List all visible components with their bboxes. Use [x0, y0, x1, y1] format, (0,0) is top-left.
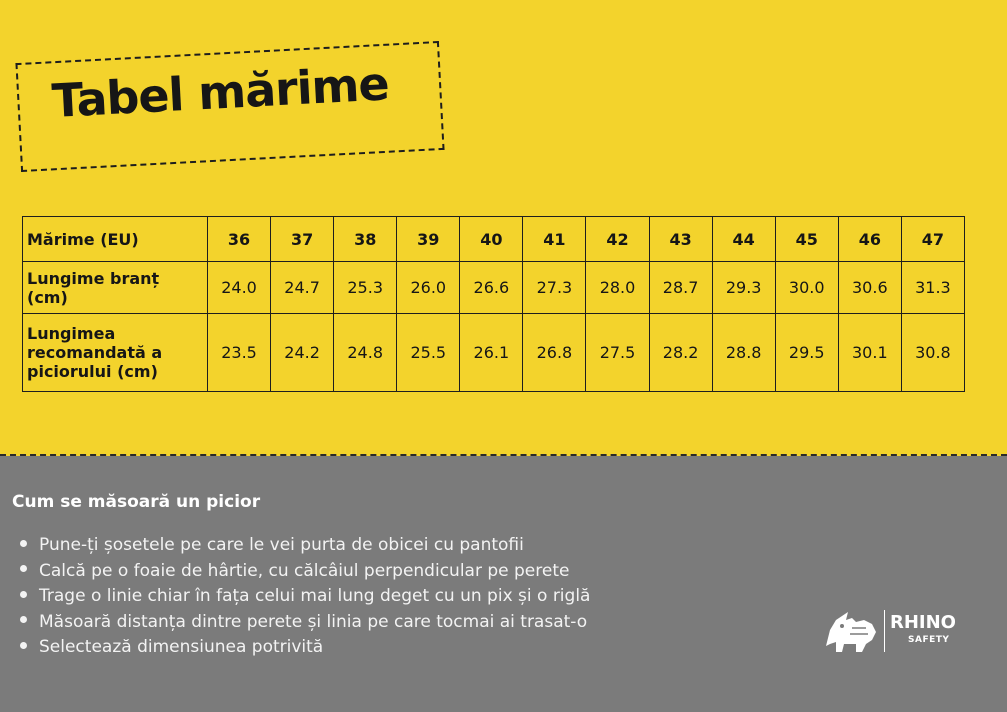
- insole-length-cell: 24.7: [270, 261, 335, 314]
- bullet-icon: [20, 590, 27, 598]
- logo-separator: [884, 610, 885, 652]
- size-cell: 43: [648, 216, 713, 262]
- foot-length-cell: 26.8: [522, 313, 587, 392]
- list-item: Calcă pe o foaie de hârtie, cu călcâiul …: [20, 559, 590, 585]
- foot-length-cell: 24.8: [333, 313, 398, 392]
- foot-length-cell: 25.5: [396, 313, 461, 392]
- size-header-label: Mărime (EU): [22, 216, 208, 262]
- how-to-steps: Pune-ți șosetele pe care le vei purta de…: [20, 533, 590, 661]
- size-cell: 39: [396, 216, 461, 262]
- size-cell: 46: [837, 216, 902, 262]
- rhino-icon: [826, 612, 876, 652]
- insole-length-label: Lungime branț (cm): [22, 261, 208, 314]
- bullet-icon: [20, 565, 27, 572]
- insole-length-cell: 25.3: [333, 261, 398, 314]
- size-cell: 40: [459, 216, 524, 262]
- size-cell: 37: [270, 216, 335, 262]
- dashed-divider: [0, 454, 1007, 456]
- insole-length-cell: 28.7: [648, 261, 713, 314]
- list-item: Trage o linie chiar în fața celui mai lu…: [20, 584, 590, 610]
- step-text: Pune-ți șosetele pe care le vei purta de…: [39, 535, 524, 555]
- size-cell: 38: [333, 216, 398, 262]
- list-item: Selectează dimensiunea potrivită: [20, 635, 590, 661]
- size-header-row: Mărime (EU) 36 37 38 39 40 41 42 43 44 4…: [22, 216, 966, 262]
- bullet-icon: [20, 539, 27, 547]
- size-cell: 45: [774, 216, 839, 262]
- list-item: Pune-ți șosetele pe care le vei purta de…: [20, 533, 590, 559]
- foot-length-cell: 26.1: [459, 313, 524, 392]
- foot-length-row: Lungimea recomandată a piciorului (cm) 2…: [22, 313, 966, 392]
- insole-length-cell: 29.3: [711, 261, 776, 314]
- foot-length-cell: 24.2: [270, 313, 335, 392]
- foot-length-cell: 27.5: [585, 313, 650, 392]
- size-cell: 41: [522, 216, 587, 262]
- foot-length-cell: 28.8: [711, 313, 776, 392]
- foot-length-label: Lungimea recomandată a piciorului (cm): [22, 313, 208, 392]
- insole-length-cell: 31.3: [900, 261, 966, 314]
- size-table: Mărime (EU) 36 37 38 39 40 41 42 43 44 4…: [22, 216, 966, 392]
- step-text: Măsoară distanța dintre perete și linia …: [39, 611, 588, 632]
- insole-length-cell: 27.3: [522, 261, 587, 314]
- list-item: Măsoară distanța dintre perete și linia …: [20, 610, 590, 636]
- size-cell: 42: [585, 216, 650, 262]
- size-cell: 47: [900, 216, 966, 262]
- size-cell: 44: [711, 216, 776, 262]
- rhino-safety-logo: RHINO SAFETY: [822, 606, 962, 656]
- foot-length-cell: 23.5: [206, 313, 272, 392]
- insole-length-cell: 26.0: [396, 261, 461, 314]
- how-to-title: Cum se măsoară un picior: [12, 492, 261, 512]
- insole-length-cell: 28.0: [585, 261, 650, 314]
- logo-subword: SAFETY: [908, 635, 950, 645]
- insole-length-cell: 26.6: [459, 261, 524, 314]
- logo-word: RHINO: [890, 612, 956, 633]
- insole-length-cell: 30.6: [837, 261, 902, 314]
- foot-length-cell: 28.2: [648, 313, 713, 392]
- gray-panel: [0, 456, 1007, 712]
- bullet-icon: [20, 641, 27, 649]
- insole-length-cell: 30.0: [774, 261, 839, 314]
- step-text: Calcă pe o foaie de hârtie, cu călcâiul …: [39, 560, 570, 581]
- step-text: Trage o linie chiar în fața celui mai lu…: [39, 586, 591, 606]
- foot-length-cell: 29.5: [774, 313, 839, 392]
- foot-length-cell: 30.1: [837, 313, 902, 392]
- bullet-icon: [20, 616, 27, 623]
- size-cell: 36: [206, 216, 272, 262]
- step-text: Selectează dimensiunea potrivită: [39, 637, 324, 657]
- insole-length-row: Lungime branț (cm) 24.0 24.7 25.3 26.0 2…: [22, 261, 966, 314]
- insole-length-cell: 24.0: [206, 261, 272, 314]
- foot-length-cell: 30.8: [900, 313, 966, 392]
